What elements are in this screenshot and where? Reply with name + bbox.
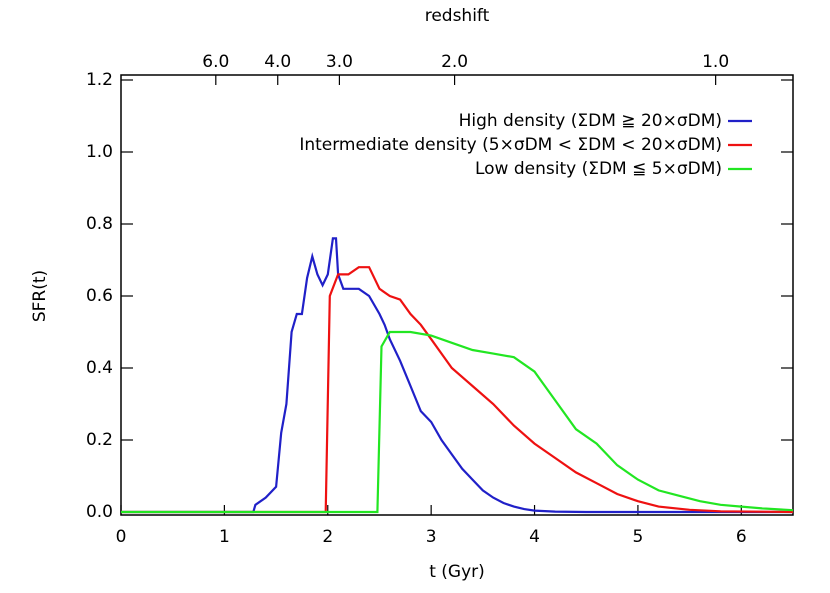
y-tick-label: 0.6	[86, 286, 113, 306]
y-axis-label: SFR(t)	[30, 270, 50, 322]
x-tick-label: 5	[633, 527, 644, 547]
y-tick-label: 1.0	[86, 142, 113, 162]
legend-label: Low density (ΣDM ≦ 5×σDM)	[475, 159, 722, 179]
x2-tick-label: 6.0	[202, 52, 229, 72]
x-tick-label: 3	[426, 527, 437, 547]
y-tick-label: 0.0	[86, 502, 113, 522]
y-tick-label: 0.4	[86, 358, 113, 378]
y-tick-label: 0.8	[86, 214, 113, 234]
x-tick-label: 6	[736, 527, 747, 547]
x2-axis-label: redshift	[425, 6, 490, 26]
series-line	[121, 237, 793, 514]
y-tick-label: 0.2	[86, 430, 113, 450]
x2-tick-label: 4.0	[264, 52, 291, 72]
x-tick-label: 1	[219, 527, 230, 547]
x2-tick-label: 3.0	[326, 52, 353, 72]
plot-frame	[120, 74, 794, 516]
legend-label: High density (ΣDM ≧ 20×σDM)	[459, 111, 722, 131]
x-tick-label: 0	[116, 527, 127, 547]
x2-tick-label: 2.0	[441, 52, 468, 72]
x-tick-label: 2	[322, 527, 333, 547]
series-line	[121, 266, 794, 514]
legend-label: Intermediate density (5×σDM < ΣDM < 20×σ…	[299, 135, 722, 155]
x2-tick-label: 1.0	[702, 52, 729, 72]
x-tick-label: 4	[529, 527, 540, 547]
y-tick-label: 1.2	[86, 70, 113, 90]
x-axis-label: t (Gyr)	[429, 562, 485, 582]
series-line	[121, 330, 794, 514]
